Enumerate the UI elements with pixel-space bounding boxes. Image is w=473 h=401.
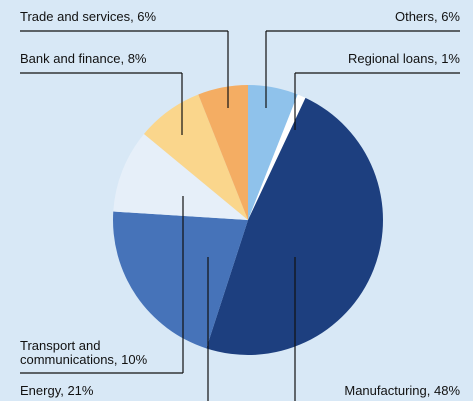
pie-slice xyxy=(113,133,248,220)
pie-slice xyxy=(143,94,248,220)
slice-label: Others, 6% xyxy=(394,9,460,24)
slice-label: Regional loans, 1% xyxy=(347,51,460,66)
pie xyxy=(112,85,383,355)
slice-label: Trade and services, 6% xyxy=(20,9,157,24)
pie-slice xyxy=(112,211,248,349)
slice-label: Manufacturing, 48% xyxy=(344,383,460,398)
pie-slice xyxy=(248,94,306,220)
leader-lines xyxy=(20,30,460,401)
slice-label: Transport and communications, 10% xyxy=(20,338,148,367)
pie-slice xyxy=(198,85,248,220)
pie-slice xyxy=(206,97,383,355)
slice-label: Bank and finance, 8% xyxy=(20,51,147,66)
slice-label: Energy, 21% xyxy=(20,383,94,398)
pie-slice xyxy=(248,85,298,220)
